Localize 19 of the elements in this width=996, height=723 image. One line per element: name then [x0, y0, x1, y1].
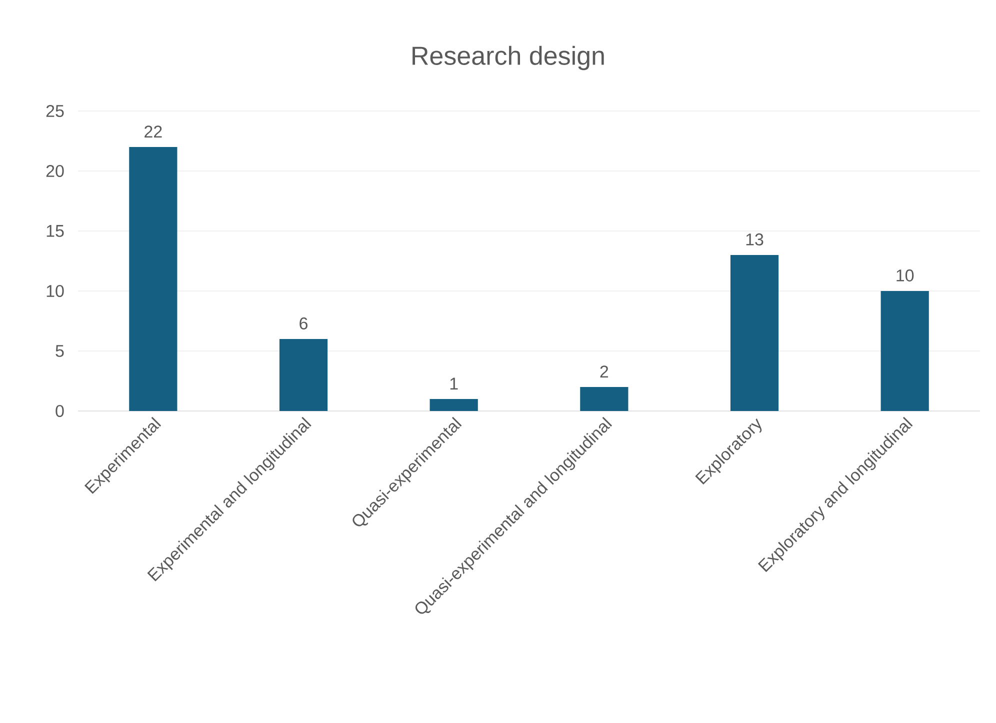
data-label: 2 [600, 366, 608, 378]
bar [730, 255, 779, 411]
bar [430, 399, 478, 411]
data-label: 1 [450, 378, 458, 390]
chart-title: Research design [412, 46, 604, 70]
data-label: 6 [300, 317, 308, 330]
y-tick-label: 0 [56, 404, 64, 418]
data-label: 22 [144, 126, 162, 138]
y-tick-label: 5 [56, 345, 64, 357]
y-tick-label: 25 [46, 104, 64, 118]
data-label: 10 [896, 269, 914, 282]
y-tick-label: 20 [46, 164, 64, 178]
y-tick-label: 10 [46, 284, 64, 298]
bar [580, 387, 628, 411]
y-tick-label: 15 [46, 225, 64, 237]
data-label: 13 [746, 233, 764, 246]
bar [880, 290, 929, 411]
bar [129, 147, 178, 411]
bar [279, 338, 328, 411]
